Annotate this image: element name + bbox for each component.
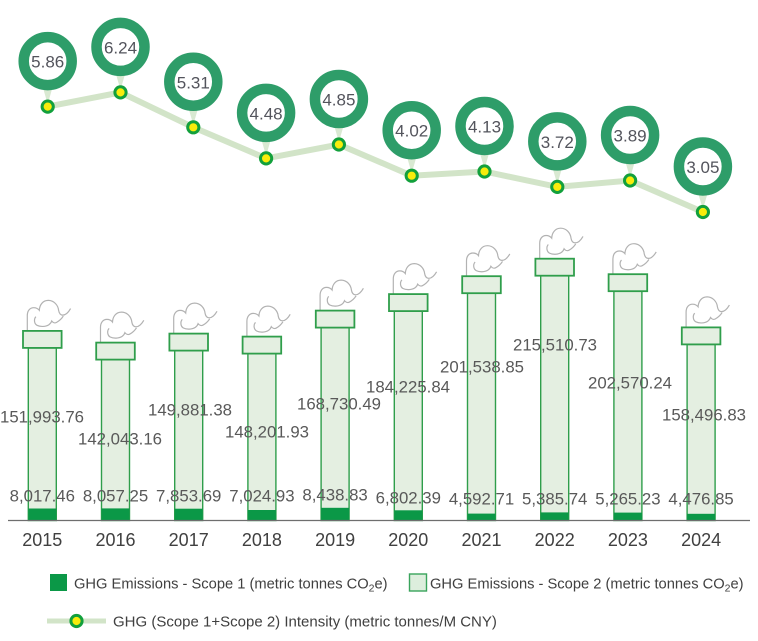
svg-text:7,024.93: 7,024.93 [229, 487, 294, 506]
svg-text:8,438.83: 8,438.83 [302, 486, 367, 505]
svg-text:3.89: 3.89 [614, 127, 647, 146]
svg-text:2020: 2020 [388, 530, 428, 550]
svg-text:142,043.16: 142,043.16 [78, 430, 162, 449]
svg-text:4.13: 4.13 [468, 118, 501, 137]
svg-text:168,730.49: 168,730.49 [297, 395, 381, 414]
svg-text:4,592.71: 4,592.71 [449, 490, 514, 509]
svg-text:6.24: 6.24 [104, 38, 137, 57]
svg-text:2016: 2016 [95, 530, 135, 550]
svg-text:202,570.24: 202,570.24 [588, 374, 672, 393]
svg-text:GHG Emissions - Scope 2 (metri: GHG Emissions - Scope 2 (metric tonnes C… [430, 577, 744, 595]
svg-text:5.86: 5.86 [31, 53, 64, 72]
svg-text:3.72: 3.72 [541, 133, 574, 152]
svg-text:5,265.23: 5,265.23 [595, 490, 660, 509]
svg-text:2018: 2018 [242, 530, 282, 550]
svg-text:184,225.84: 184,225.84 [366, 378, 450, 397]
svg-text:5.31: 5.31 [177, 73, 210, 92]
svg-text:8,057.25: 8,057.25 [83, 487, 148, 506]
svg-text:215,510.73: 215,510.73 [513, 336, 597, 355]
svg-text:201,538.85: 201,538.85 [440, 358, 524, 377]
svg-text:149,881.38: 149,881.38 [148, 401, 232, 420]
svg-text:GHG (Scope 1+Scope 2) Intensit: GHG (Scope 1+Scope 2) Intensity (metric … [113, 614, 497, 631]
svg-text:4,476.85: 4,476.85 [668, 490, 733, 509]
svg-text:4.02: 4.02 [395, 122, 428, 141]
svg-text:7,853.69: 7,853.69 [156, 487, 221, 506]
svg-text:2015: 2015 [22, 530, 62, 550]
svg-text:8,017.46: 8,017.46 [10, 487, 75, 506]
svg-text:2022: 2022 [535, 530, 575, 550]
svg-text:GHG Emissions - Scope 1 (metri: GHG Emissions - Scope 1 (metric tonnes C… [74, 577, 388, 595]
svg-text:2024: 2024 [681, 530, 721, 550]
svg-text:2017: 2017 [169, 530, 209, 550]
svg-text:3.05: 3.05 [686, 158, 719, 177]
svg-text:4.48: 4.48 [250, 104, 283, 123]
svg-text:2021: 2021 [461, 530, 501, 550]
svg-text:2019: 2019 [315, 530, 355, 550]
svg-text:5,385.74: 5,385.74 [522, 490, 587, 509]
svg-text:6,802.39: 6,802.39 [376, 489, 441, 508]
svg-text:2023: 2023 [608, 530, 648, 550]
svg-text:148,201.93: 148,201.93 [225, 423, 309, 442]
svg-text:158,496.83: 158,496.83 [662, 406, 746, 425]
svg-text:151,993.76: 151,993.76 [0, 408, 84, 427]
svg-text:4.85: 4.85 [322, 91, 355, 110]
